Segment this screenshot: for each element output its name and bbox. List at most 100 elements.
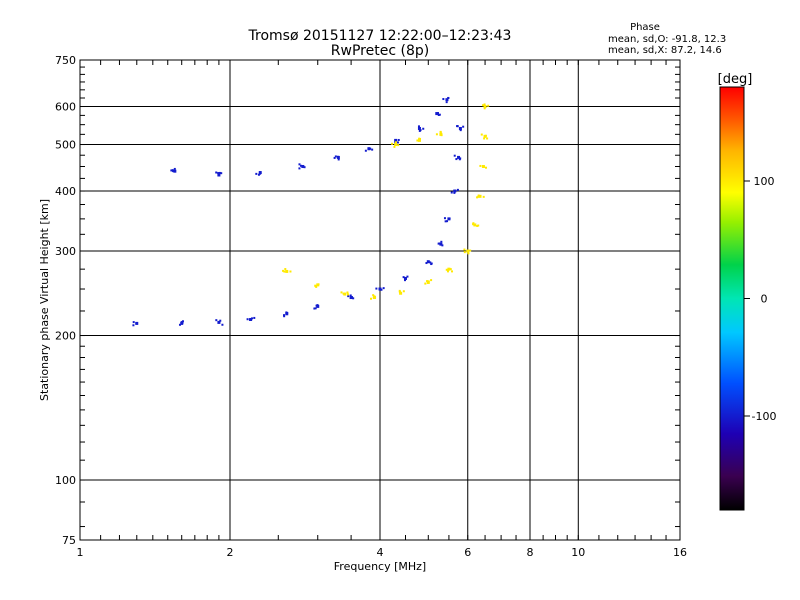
echo-point <box>391 142 394 145</box>
echo-point <box>417 126 421 130</box>
y-tick-label: 100 <box>55 474 76 487</box>
echo-point <box>317 283 320 286</box>
x-axis-label: Frequency [MHz] <box>334 560 426 573</box>
echo-point <box>173 167 176 170</box>
echo-point <box>171 169 174 172</box>
echo-point <box>337 158 340 161</box>
echo-point <box>221 323 224 326</box>
phase-info-x: mean, sd,X: 87.2, 14.6 <box>608 45 722 56</box>
echo-point <box>485 166 488 169</box>
echo-point <box>482 165 485 168</box>
echo-point <box>422 127 425 130</box>
echo-point <box>484 134 487 137</box>
echo-point <box>333 156 336 159</box>
echo-point <box>446 220 449 223</box>
echo-point <box>397 138 400 141</box>
echo-point <box>444 220 447 223</box>
echo-point <box>218 321 221 324</box>
echo-point <box>478 194 482 198</box>
echo-point <box>378 287 381 290</box>
echo-point <box>463 251 466 254</box>
echo-point <box>132 324 135 327</box>
echo-point <box>453 154 456 157</box>
x-tick-label: 16 <box>673 546 687 559</box>
echo-point <box>437 113 440 116</box>
data-points <box>132 96 490 327</box>
echo-point <box>479 164 482 167</box>
echo-point <box>456 125 459 128</box>
echo-point <box>456 188 459 191</box>
echo-point <box>446 270 449 273</box>
echo-point <box>458 158 461 161</box>
echo-point <box>285 269 289 273</box>
echo-point <box>487 104 490 107</box>
echo-point <box>439 130 442 133</box>
echo-point <box>469 249 472 252</box>
echo-point <box>435 112 438 115</box>
echo-point <box>215 319 218 322</box>
echo-point <box>435 133 438 136</box>
colorbar-tick-label: 0 <box>761 293 768 306</box>
echo-point <box>476 224 479 227</box>
echo-point <box>403 279 406 282</box>
echo-point <box>486 137 489 140</box>
echo-point <box>472 222 475 225</box>
echo-point <box>426 260 430 264</box>
echo-point <box>369 147 372 150</box>
echo-point <box>349 294 352 297</box>
echo-point <box>440 240 443 243</box>
echo-point <box>382 287 385 290</box>
echo-point <box>347 295 350 298</box>
echo-point <box>218 171 221 174</box>
echo-point <box>298 163 301 166</box>
y-tick-label: 400 <box>55 185 76 198</box>
echo-point <box>477 195 480 198</box>
echo-point <box>253 316 256 319</box>
echo-point <box>451 270 454 273</box>
echo-point <box>173 169 177 173</box>
x-tick-label: 4 <box>377 546 384 559</box>
echo-point <box>445 98 449 102</box>
echo-point <box>368 147 371 150</box>
echo-point <box>436 112 439 115</box>
echo-point <box>406 275 409 278</box>
echo-point <box>394 138 398 142</box>
echo-point <box>426 280 430 284</box>
y-tick-label: 75 <box>62 534 76 547</box>
echo-point <box>443 217 446 220</box>
chart-title: Tromsø 20151127 12:22:00–12:23:43 <box>248 28 512 44</box>
echo-point <box>458 126 462 130</box>
echo-point <box>425 262 428 265</box>
echo-point <box>473 223 477 227</box>
echo-point <box>371 148 374 151</box>
echo-point <box>430 262 433 265</box>
y-tick-label: 500 <box>55 139 76 152</box>
x-tick-label: 8 <box>527 546 534 559</box>
y-tick-label: 750 <box>55 54 76 67</box>
echo-point <box>393 145 396 148</box>
echo-point <box>352 297 355 300</box>
echo-point <box>180 321 183 324</box>
echo-point <box>439 242 443 246</box>
y-tick-label: 300 <box>55 245 76 258</box>
chart-subtitle: RwPretec (8p) <box>331 43 429 59</box>
phase-info-heading: Phase <box>630 22 660 33</box>
phase-info-o: mean, sd,O: -91.8, 12.3 <box>608 34 726 45</box>
echo-point <box>372 294 375 297</box>
echo-point <box>483 105 487 109</box>
colorbar <box>719 86 745 511</box>
echo-point <box>170 169 173 172</box>
echo-point <box>298 167 301 170</box>
echo-point <box>283 314 286 317</box>
echo-point <box>286 311 289 314</box>
echo-point <box>394 141 397 144</box>
echo-point <box>181 320 184 323</box>
echo-point <box>453 191 456 194</box>
echo-point <box>467 252 470 255</box>
colorbar-tick-label: 100 <box>754 175 775 188</box>
echo-point <box>394 143 398 147</box>
echo-point <box>482 104 485 107</box>
echo-point <box>438 113 441 116</box>
echo-point <box>426 280 429 283</box>
